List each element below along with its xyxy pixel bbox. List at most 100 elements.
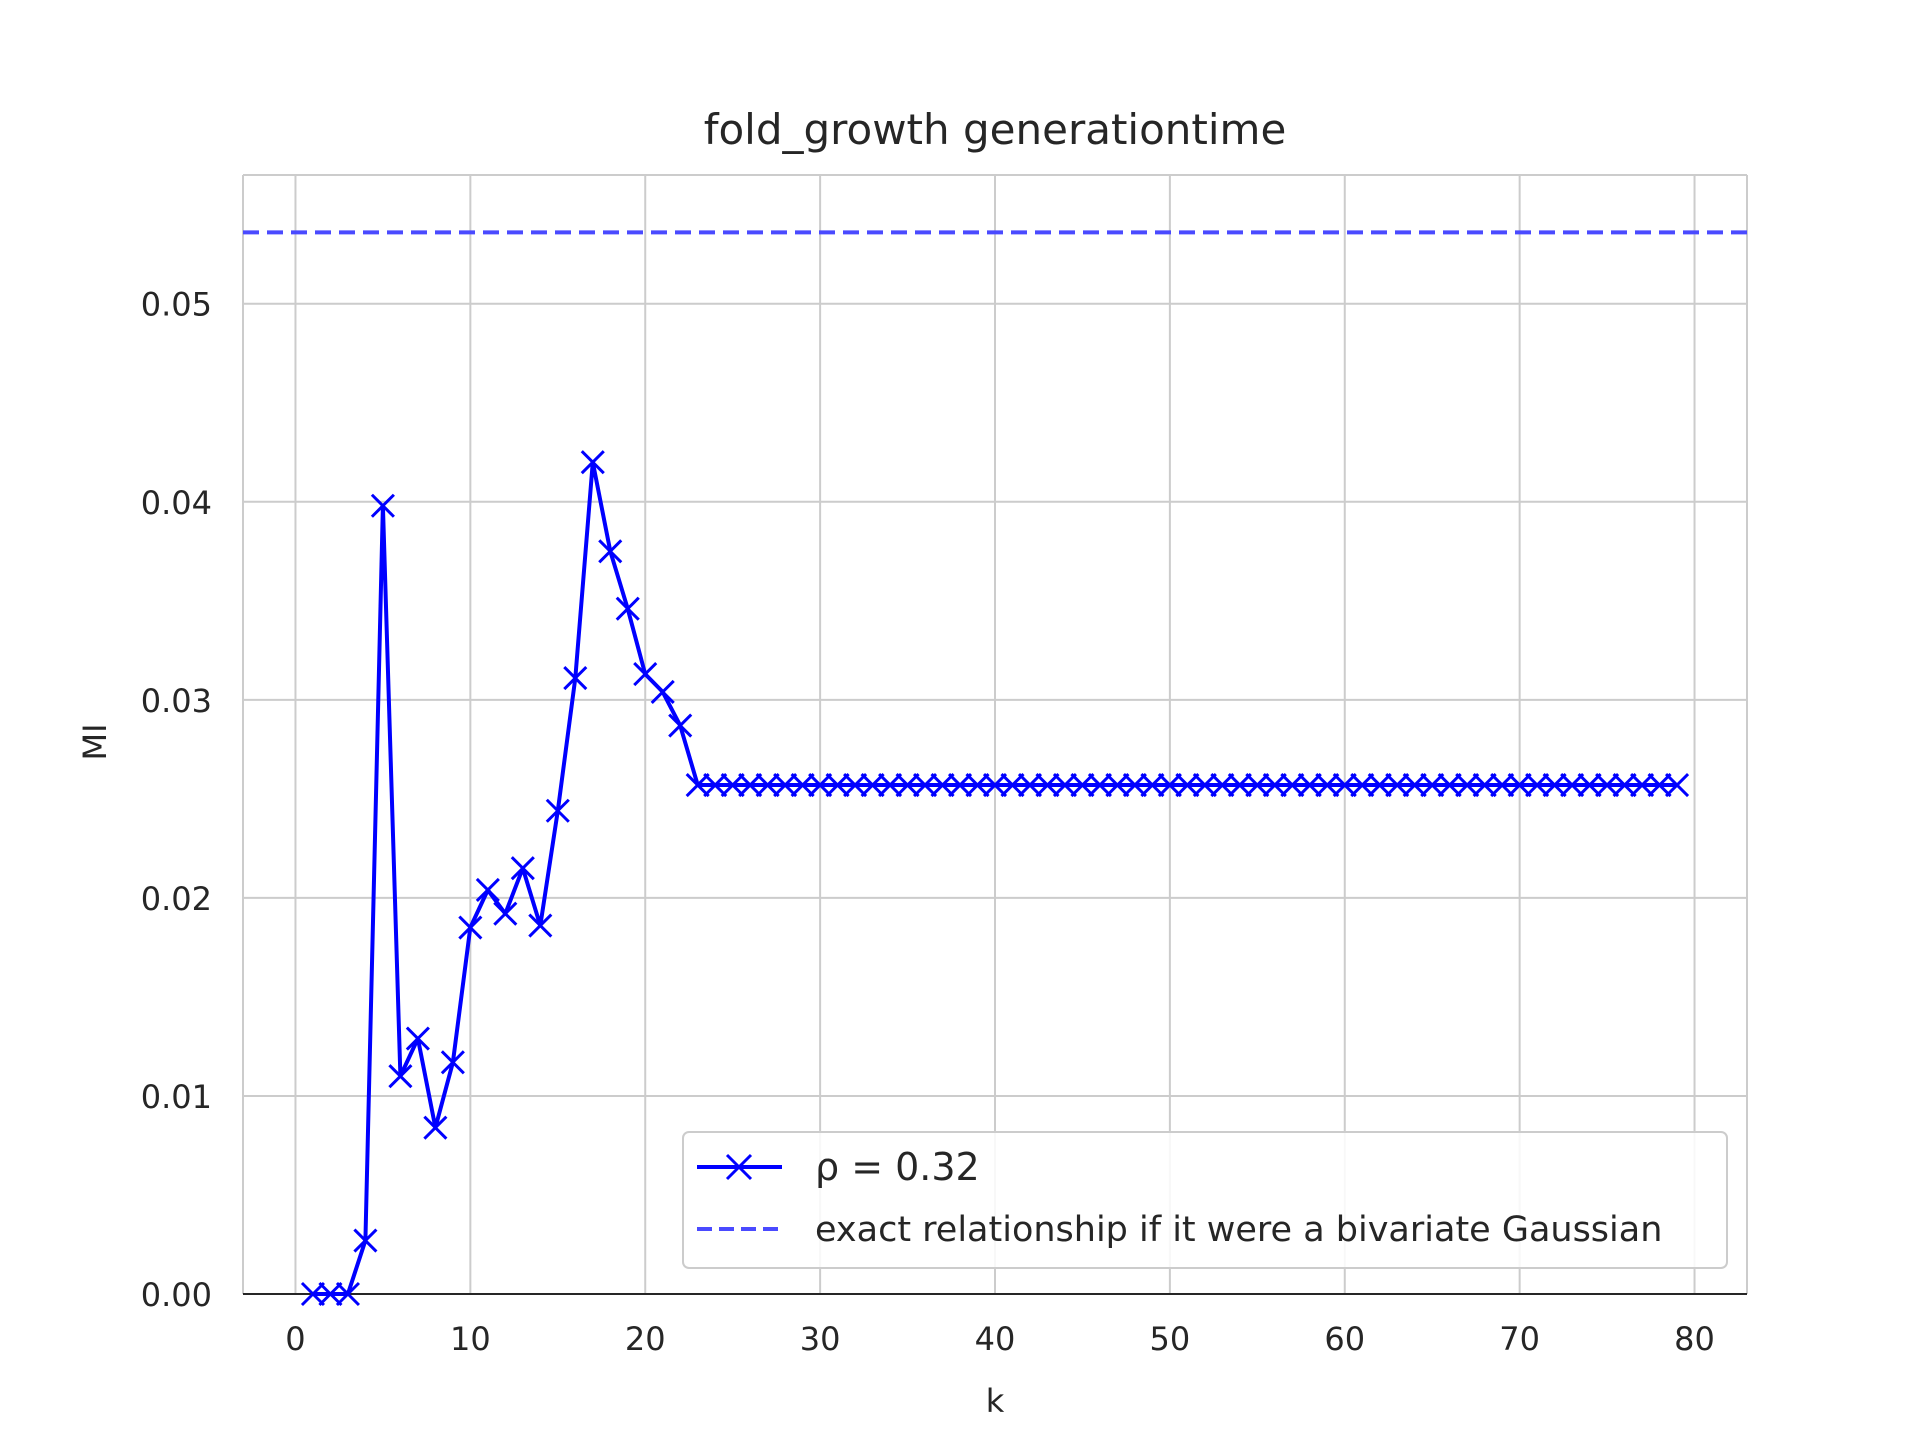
data-point-x-marker bbox=[440, 1050, 465, 1075]
data-point-x-marker bbox=[1017, 772, 1043, 798]
data-point-x-marker bbox=[1140, 772, 1165, 798]
data-point-x-marker bbox=[1612, 772, 1637, 798]
marker-stroke bbox=[1122, 772, 1147, 798]
marker-stroke bbox=[1507, 772, 1532, 798]
data-point-x-marker bbox=[790, 772, 815, 798]
data-point-x-marker bbox=[1437, 772, 1462, 798]
data-point-x-marker bbox=[458, 915, 483, 940]
data-point-x-marker bbox=[493, 901, 518, 926]
data-point-x-marker bbox=[1630, 772, 1655, 798]
data-point-x-marker bbox=[1577, 772, 1602, 798]
data-point-x-marker bbox=[1245, 772, 1270, 798]
marker-stroke bbox=[825, 772, 850, 798]
marker-stroke bbox=[930, 772, 955, 798]
marker-stroke bbox=[1525, 772, 1550, 798]
data-point-x-marker bbox=[423, 1115, 448, 1140]
marker-stroke bbox=[720, 772, 745, 798]
marker-stroke bbox=[370, 493, 395, 518]
x-tick-label: 70 bbox=[1499, 1320, 1540, 1358]
data-point-x-marker bbox=[1367, 772, 1392, 798]
marker-stroke bbox=[703, 772, 728, 798]
marker-stroke bbox=[947, 772, 973, 798]
x-tick-label: 40 bbox=[975, 1320, 1016, 1358]
data-point-x-marker bbox=[1227, 772, 1252, 798]
data-point-x-marker bbox=[510, 856, 535, 881]
legend-entry-series-2: exact relationship if it were a bivariat… bbox=[697, 1210, 1662, 1250]
data-point-x-marker bbox=[1647, 772, 1672, 798]
data-point-x-marker bbox=[615, 596, 640, 621]
marker-stroke bbox=[1455, 772, 1480, 798]
marker-stroke bbox=[1542, 772, 1567, 798]
data-point-x-marker bbox=[1297, 772, 1322, 798]
data-point-x-marker bbox=[300, 1281, 326, 1307]
marker-stroke bbox=[318, 1281, 343, 1307]
marker-stroke bbox=[1420, 772, 1445, 798]
data-point-x-marker bbox=[668, 713, 693, 738]
marker-stroke bbox=[1262, 772, 1287, 798]
data-point-x-marker bbox=[808, 772, 833, 798]
tick-labels: 0 10 20 30 40 50 60 70 80 0.00 0.01 0.02 0.03 0.04 0.0… bbox=[141, 286, 1715, 1358]
marker-stroke bbox=[1350, 772, 1375, 798]
data-point-x-marker bbox=[563, 665, 588, 691]
data-point-x-marker bbox=[1122, 772, 1147, 798]
marker-stroke bbox=[580, 450, 605, 475]
x-tick-label: 0 bbox=[285, 1320, 305, 1358]
y-tick-label: 0.01 bbox=[141, 1078, 212, 1116]
data-point-x-marker bbox=[1332, 772, 1357, 798]
marker-stroke bbox=[1437, 772, 1462, 798]
marker-stroke bbox=[1647, 772, 1672, 798]
data-point-x-marker bbox=[1542, 772, 1567, 798]
marker-stroke bbox=[808, 772, 833, 798]
data-point-x-marker bbox=[930, 772, 955, 798]
data-point-x-marker bbox=[1490, 772, 1515, 798]
data-point-x-marker bbox=[1385, 772, 1410, 798]
data-point-x-marker bbox=[1070, 772, 1095, 798]
data-point-x-marker bbox=[1350, 772, 1375, 798]
marker-stroke bbox=[1612, 772, 1637, 798]
marker-stroke bbox=[1280, 772, 1305, 798]
data-point-x-marker bbox=[1280, 772, 1305, 798]
data-point-x-marker bbox=[1052, 772, 1078, 798]
marker-stroke bbox=[860, 772, 885, 798]
data-point-x-marker bbox=[1455, 772, 1480, 798]
marker-stroke bbox=[615, 596, 640, 621]
marker-stroke bbox=[1595, 772, 1620, 798]
data-point-x-marker bbox=[755, 772, 780, 798]
marker-stroke bbox=[843, 772, 868, 798]
data-point-x-marker bbox=[405, 1026, 430, 1051]
marker-stroke bbox=[423, 1115, 448, 1140]
data-point-x-marker bbox=[1525, 772, 1550, 798]
marker-stroke bbox=[1105, 772, 1130, 798]
marker-stroke bbox=[1332, 772, 1357, 798]
marker-stroke bbox=[685, 772, 710, 798]
data-point-x-marker bbox=[335, 1281, 360, 1307]
marker-stroke bbox=[1192, 772, 1217, 798]
marker-stroke bbox=[1297, 772, 1322, 798]
y-tick-label: 0.03 bbox=[141, 682, 212, 720]
marker-stroke bbox=[1000, 772, 1025, 798]
data-point-x-marker bbox=[1472, 772, 1497, 798]
marker-stroke bbox=[493, 901, 518, 926]
legend-x-marker-icon bbox=[725, 1153, 753, 1181]
data-point-x-marker bbox=[1560, 772, 1585, 798]
marker-stroke bbox=[1210, 772, 1235, 798]
marker-stroke bbox=[1052, 772, 1078, 798]
data-point-x-marker bbox=[598, 539, 623, 564]
data-point-x-marker bbox=[738, 772, 763, 798]
data-point-x-marker bbox=[580, 450, 605, 475]
legend-entry-series-1: ρ = 0.32 bbox=[697, 1145, 980, 1189]
marker-stroke bbox=[388, 1064, 413, 1089]
data-point-x-marker bbox=[1595, 772, 1620, 798]
data-point-x-marker bbox=[370, 493, 395, 518]
data-point-x-marker bbox=[843, 772, 868, 798]
data-point-x-marker bbox=[1035, 772, 1060, 798]
marker-stroke bbox=[982, 772, 1008, 798]
marker-stroke bbox=[1315, 772, 1340, 798]
data-point-x-marker bbox=[528, 913, 553, 938]
marker-stroke bbox=[1630, 772, 1655, 798]
y-tick-label: 0.00 bbox=[141, 1276, 212, 1314]
x-tick-label: 20 bbox=[625, 1320, 666, 1358]
data-point-x-marker bbox=[1315, 772, 1340, 798]
marker-stroke bbox=[1017, 772, 1043, 798]
data-point-x-marker bbox=[1000, 772, 1025, 798]
